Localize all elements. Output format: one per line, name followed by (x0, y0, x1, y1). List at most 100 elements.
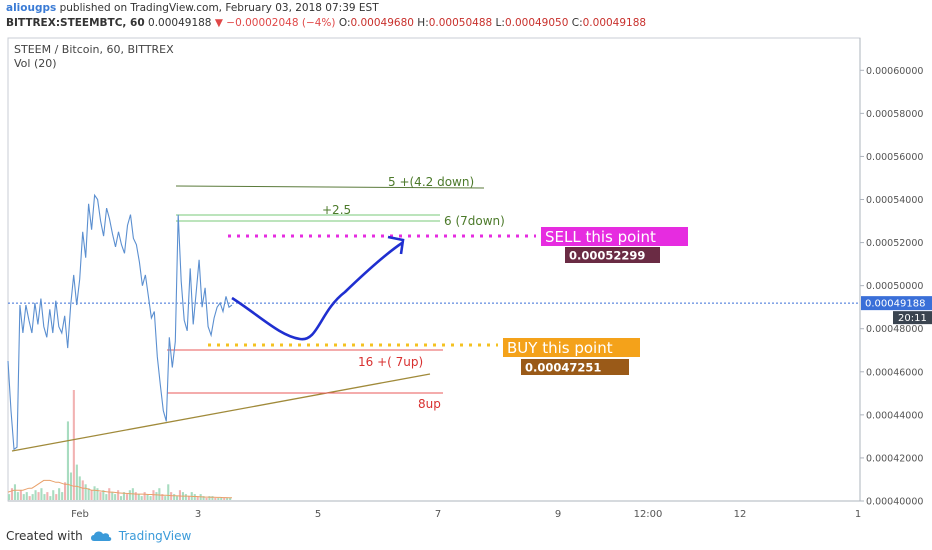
volume-bar (102, 490, 105, 500)
volume-bar (99, 492, 102, 500)
volume-bar (93, 486, 96, 501)
buy-label-box (503, 338, 640, 357)
volume-bar (211, 496, 214, 500)
dark-green-line (175, 185, 485, 189)
created-with-text: Created with (6, 529, 83, 543)
volume-bar (146, 494, 149, 500)
price-line (7, 193, 233, 451)
volume-bar (22, 494, 25, 500)
trend-line (11, 373, 431, 452)
time-tick-label: 7 (435, 509, 441, 520)
volume-bar (52, 490, 55, 500)
time-tick-label: 12:00 (634, 509, 663, 520)
author-link[interactable]: aliougps (6, 2, 57, 14)
high-label: H: (417, 17, 429, 29)
volume-bar (125, 494, 128, 500)
price-tick-label: 0.00058000 (866, 109, 923, 120)
volume-bar (114, 494, 117, 500)
volume-bar (155, 492, 158, 500)
volume-bar (173, 494, 176, 500)
volume-bar (90, 490, 93, 500)
price-tick-label: 0.00052000 (866, 238, 923, 249)
volume-bar (187, 496, 190, 500)
volume-bar (208, 496, 211, 500)
sell-price-box (565, 247, 660, 263)
close-label: C: (571, 17, 583, 29)
volume-bar (10, 488, 13, 500)
red-lower-label: 8up (418, 397, 441, 411)
volume-bar (72, 390, 75, 500)
sell-label-box (541, 227, 688, 246)
volume-bar (87, 488, 90, 500)
last-price: 0.00049188 (148, 17, 212, 29)
volume-bar (43, 494, 46, 500)
volume-bar (140, 496, 143, 500)
low-label: L: (495, 17, 505, 29)
price-tick-label: 0.00056000 (866, 152, 923, 163)
volume-bar (176, 496, 179, 500)
buy-price-box (521, 359, 629, 375)
red-upper-label: 16 +( 7up) (358, 355, 423, 369)
volume-bar (96, 488, 99, 500)
time-tick-label: Feb (71, 509, 89, 520)
time-axis: Feb 3 5 7 9 12:00 12 1 (71, 509, 861, 520)
volume-bar (120, 496, 123, 500)
price-axis: 0.00040000 0.00042000 0.00044000 0.00046000… (860, 66, 923, 508)
volume-legend: Vol (20) (14, 57, 57, 70)
price-change: −0.00002048 (−4%) (226, 17, 336, 29)
buy-label: BUY this point (507, 339, 613, 357)
change-arrow-icon: ▼ (214, 17, 223, 29)
green-label: 6 (7down) (444, 214, 505, 228)
volume-bar (46, 492, 49, 500)
projection-arrow-icon (387, 235, 405, 255)
tradingview-link[interactable]: TradingView (118, 529, 192, 543)
volume-bar (19, 490, 22, 500)
projection-path (231, 241, 403, 341)
volume-bar (134, 492, 137, 500)
price-tick-label: 0.00050000 (866, 281, 923, 292)
volume-bar (137, 494, 140, 500)
chart-legend-title: STEEM / Bitcoin, 60, BITTREX (14, 43, 174, 56)
countdown-value: 20:11 (898, 313, 927, 324)
volume-bar (49, 496, 52, 500)
time-tick-label: 5 (315, 509, 321, 520)
volume-bar (205, 498, 208, 500)
volume-bar (117, 490, 120, 500)
volume-bar (25, 492, 28, 500)
volume-bar (13, 484, 16, 500)
current-price-value: 0.00049188 (865, 299, 925, 310)
sell-price: 0.00052299 (569, 249, 645, 263)
open-value: 0.00049680 (350, 17, 414, 29)
volume-bar (40, 488, 43, 500)
high-value: 0.00050488 (428, 17, 493, 29)
volume-bar (16, 492, 19, 500)
price-tick-label: 0.00046000 (866, 367, 923, 378)
volume-bar (214, 498, 217, 500)
volume-bar (108, 488, 111, 500)
volume-bar (161, 494, 164, 500)
volume-bar (55, 494, 58, 500)
buy-price: 0.00047251 (525, 361, 601, 375)
volume-bar (217, 498, 220, 500)
volume-bar (66, 421, 69, 500)
volume-bar (34, 490, 37, 500)
volume-bar (128, 490, 131, 500)
volume-bar (178, 490, 181, 500)
volume-bar (226, 498, 229, 500)
publish-text: published on TradingView.com, February 0… (59, 2, 379, 14)
volume-bar (64, 482, 67, 500)
volume-bar (164, 496, 167, 500)
tradingview-cloud-icon[interactable] (89, 529, 113, 543)
volume-bar (229, 498, 232, 500)
volume-bar (28, 496, 31, 500)
price-chart[interactable]: STEEM / Bitcoin, 60, BITTREX Vol (20) 0.… (0, 36, 932, 524)
volume-bar (84, 484, 87, 500)
volume-bar (8, 494, 11, 500)
volume-bar (167, 484, 170, 500)
volume-bar (31, 494, 34, 500)
time-tick-label: 12 (734, 509, 747, 520)
price-tick-label: 0.00040000 (866, 497, 923, 508)
ohlc-bar: BITTREX:STEEMBTC, 60 0.00049188 ▼ −0.000… (6, 17, 646, 29)
volume-bar (69, 472, 72, 500)
price-tick-label: 0.00054000 (866, 195, 923, 206)
